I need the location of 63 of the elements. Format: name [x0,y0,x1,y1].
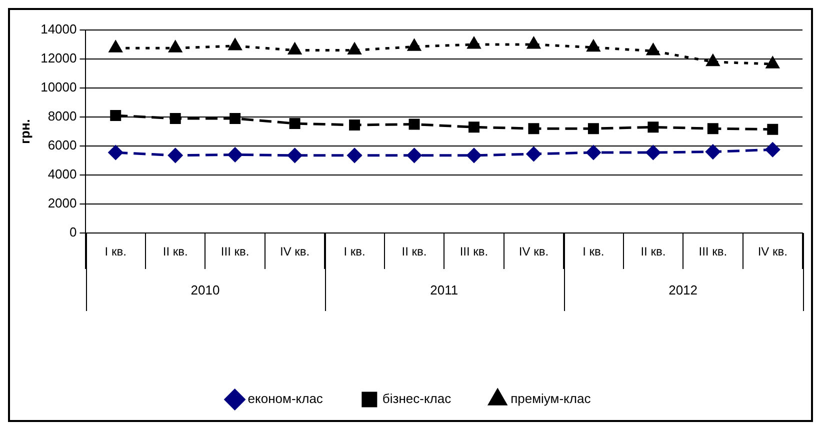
point [766,56,780,68]
point [648,122,659,133]
point [288,43,302,55]
y-tick-label: 6000 [48,138,77,153]
point [289,118,300,130]
text: 2012 [668,282,698,298]
x-tick-label: II кв. [640,244,666,259]
point [230,112,241,124]
point [588,123,599,134]
point [526,146,541,162]
y-tick-label: 4000 [48,166,77,182]
point [706,144,720,160]
point [765,142,780,157]
x-tick-label: IV кв. [518,244,549,259]
point [527,37,540,49]
point [228,38,242,50]
point [168,40,182,52]
y-tick-label: 10000 [40,80,77,95]
x-tick-label: III кв. [698,244,728,259]
point [108,145,123,160]
y-axis-title: грн. [17,119,32,144]
x-tick-label: IV кв. [280,244,310,259]
point [288,148,302,163]
point [528,123,540,134]
point [408,118,420,130]
x-tick-label: III кв. [220,244,250,259]
point [349,119,360,130]
point [466,148,482,163]
y-tick-label: 0 [70,224,77,240]
point [646,145,660,160]
x-tick-label: I кв. [104,244,126,259]
x-tick-label: I кв. [582,244,604,259]
point [347,148,362,163]
legend-label: економ-клас [248,391,324,406]
point [170,112,181,124]
point [109,40,122,52]
point [706,54,720,66]
y-tick-label: 2000 [48,196,77,211]
point [468,122,480,133]
point [586,145,601,160]
x-tick-label: III кв. [460,244,488,259]
point [110,110,122,122]
point [407,148,422,163]
legend-label: бізнес-клас [382,391,452,406]
point [408,39,421,51]
x-tick-label: II кв. [402,244,427,259]
point [646,44,660,56]
x-tick-label: IV кв. [758,244,788,259]
x-tick-label: II кв. [162,244,188,259]
point [707,123,718,134]
point [228,147,242,162]
x-tick-label: I кв. [344,244,366,259]
point [587,40,600,52]
text: 2010 [190,282,220,298]
point [468,37,480,49]
y-tick-label: 12000 [40,50,77,66]
y-tick-label: 14000 [40,22,77,37]
point [767,124,778,135]
legend-label: преміум-клас [510,391,592,406]
y-tick-label: 8000 [48,108,77,124]
point [168,148,183,163]
text: 2011 [430,282,458,298]
point [348,43,361,55]
